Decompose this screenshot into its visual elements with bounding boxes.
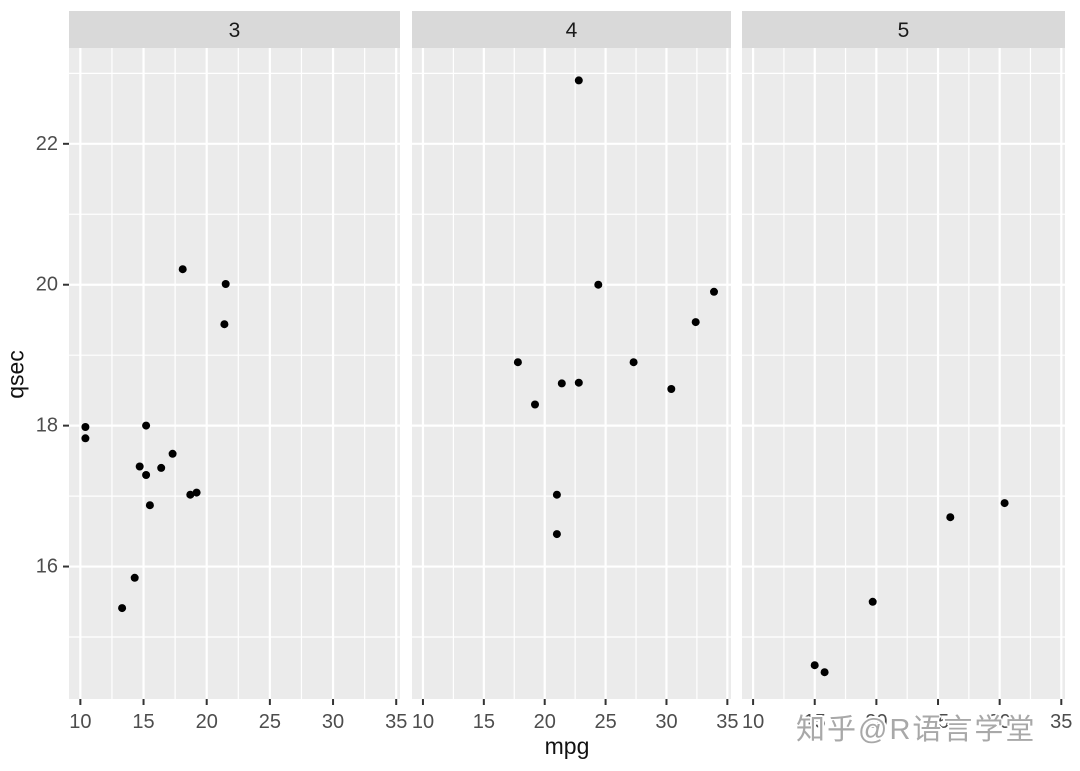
data-point bbox=[130, 573, 139, 582]
x-tick-label: 20 bbox=[196, 711, 218, 733]
x-tick-label: 25 bbox=[259, 711, 281, 733]
data-point bbox=[946, 513, 955, 522]
data-point bbox=[691, 318, 700, 327]
data-point bbox=[168, 449, 177, 458]
data-point bbox=[220, 320, 229, 329]
data-point bbox=[667, 385, 676, 393]
y-tick-label: 22 bbox=[36, 133, 58, 155]
facet-strip-label: 4 bbox=[566, 19, 578, 42]
x-tick-label: 15 bbox=[804, 711, 826, 733]
panel-background bbox=[69, 48, 400, 699]
data-point bbox=[186, 490, 195, 499]
facet-strip-label: 3 bbox=[229, 19, 241, 42]
y-tick-label: 16 bbox=[36, 556, 58, 578]
data-point bbox=[552, 530, 561, 539]
data-point bbox=[118, 604, 127, 613]
facet-strip-label: 5 bbox=[898, 19, 910, 42]
data-point bbox=[142, 471, 151, 479]
x-tick-label: 30 bbox=[322, 711, 344, 733]
x-tick-label: 10 bbox=[412, 711, 434, 733]
x-tick-label: 10 bbox=[742, 711, 764, 733]
x-tick-label: 20 bbox=[534, 711, 556, 733]
x-tick-label: 35 bbox=[385, 711, 407, 733]
data-point bbox=[810, 661, 819, 670]
data-point bbox=[221, 280, 230, 288]
x-tick-label: 15 bbox=[473, 711, 495, 733]
x-axis-title: mpg bbox=[544, 733, 590, 759]
x-tick-label: 30 bbox=[989, 711, 1011, 733]
x-tick-label: 35 bbox=[716, 711, 738, 733]
panel-background bbox=[412, 48, 731, 699]
data-point bbox=[81, 423, 90, 431]
data-point bbox=[135, 462, 144, 471]
x-tick-label: 20 bbox=[865, 711, 887, 733]
y-tick-label: 18 bbox=[36, 415, 58, 437]
facet-strip bbox=[69, 11, 400, 48]
data-point bbox=[820, 668, 829, 677]
y-axis-title: qsec bbox=[2, 350, 29, 399]
data-point bbox=[157, 463, 166, 472]
facet-strip bbox=[412, 11, 731, 48]
data-point bbox=[557, 379, 566, 388]
data-point bbox=[192, 488, 201, 497]
x-tick-label: 25 bbox=[927, 711, 949, 733]
watermark-text: 知乎@R语言学堂 bbox=[796, 714, 1037, 746]
y-tick-label: 20 bbox=[36, 274, 58, 296]
data-point bbox=[552, 490, 561, 499]
data-point bbox=[710, 287, 718, 296]
data-point bbox=[574, 378, 583, 387]
data-point bbox=[81, 434, 90, 443]
data-point bbox=[574, 76, 583, 85]
data-point bbox=[178, 265, 187, 274]
facet-strip bbox=[742, 11, 1065, 48]
data-point bbox=[513, 358, 522, 367]
x-tick-label: 35 bbox=[1050, 711, 1072, 733]
x-tick-label: 25 bbox=[594, 711, 616, 733]
data-point bbox=[1000, 499, 1009, 508]
data-point bbox=[594, 280, 603, 289]
data-point bbox=[868, 597, 877, 606]
x-tick-label: 10 bbox=[69, 711, 91, 733]
x-tick-label: 30 bbox=[655, 711, 677, 733]
data-point bbox=[145, 501, 154, 510]
x-tick-label: 15 bbox=[132, 711, 154, 733]
panel-background bbox=[742, 48, 1065, 699]
data-point bbox=[629, 358, 638, 367]
data-point bbox=[142, 421, 151, 430]
data-point bbox=[531, 400, 539, 409]
